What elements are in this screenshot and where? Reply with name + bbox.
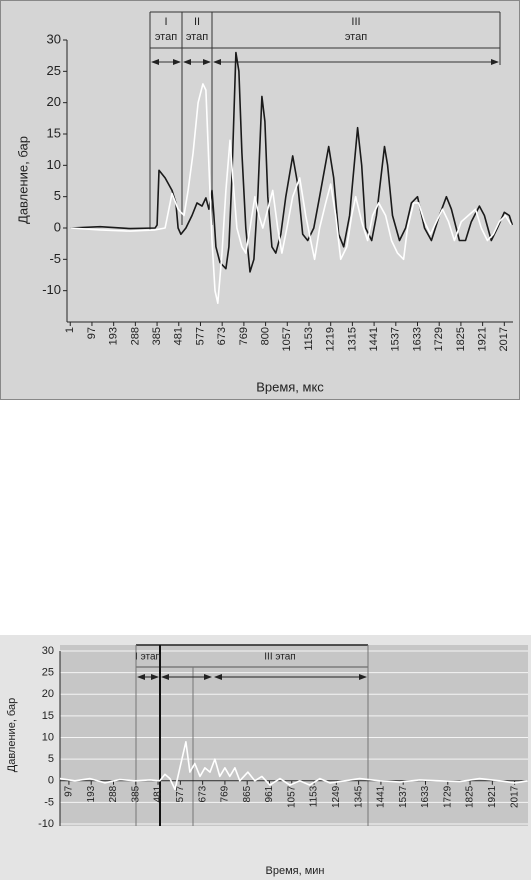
x-tick-label: 97 [86, 327, 98, 339]
x-tick-label: 2017 [509, 785, 520, 808]
y-tick-label: 20 [47, 94, 61, 109]
x-tick-label: 481 [153, 785, 164, 802]
stage-label: III [351, 16, 360, 28]
x-tick-label: 1441 [376, 785, 387, 808]
x-tick-label: 1825 [465, 785, 476, 808]
y-tick-label: 0 [54, 219, 61, 234]
y-tick-label: 30 [42, 645, 54, 657]
x-tick-label: 288 [129, 327, 141, 345]
x-tick-label: 1441 [368, 327, 380, 351]
x-tick-label: 1729 [442, 785, 453, 808]
y-tick-label: 25 [42, 667, 54, 679]
data-line [59, 741, 528, 791]
y-tick-label: 25 [47, 63, 61, 78]
y-tick-label: 15 [47, 125, 61, 140]
y-tick-label: -10 [38, 818, 54, 830]
x-axis-title: Время, мин [266, 865, 325, 877]
x-tick-label: 97 [64, 785, 75, 797]
y-tick-label: 15 [42, 710, 54, 722]
x-tick-label: 1249 [331, 785, 342, 808]
x-tick-label: 385 [130, 785, 141, 802]
x-tick-label: 577 [175, 785, 186, 802]
x-tick-label: 769 [238, 327, 250, 345]
x-axis-title: Время, мкс [256, 379, 324, 394]
stage-label: II [194, 16, 200, 28]
x-tick-label: 800 [259, 327, 271, 345]
y-tick-label: 30 [47, 31, 61, 46]
y-tick-label: 5 [48, 753, 54, 765]
x-tick-label: 1633 [420, 785, 431, 808]
x-tick-label: 1633 [411, 327, 423, 351]
x-tick-label: 385 [151, 327, 163, 345]
x-tick-label: 577 [194, 327, 206, 345]
x-tick-label: 193 [108, 327, 120, 345]
x-tick-label: 1219 [325, 327, 337, 351]
x-tick-label: 1537 [398, 785, 409, 808]
x-tick-label: 1315 [346, 327, 358, 351]
x-tick-label: 1153 [309, 785, 320, 807]
x-tick-label: 1057 [281, 327, 293, 351]
y-axis-title: Давление, бар [15, 136, 30, 224]
stage-label: III этап [264, 652, 295, 663]
y-tick-label: 0 [48, 775, 54, 787]
x-tick-label: 1729 [433, 327, 445, 351]
y-axis-title: Давление, бар [6, 698, 18, 772]
x-tick-label: 1921 [477, 327, 489, 351]
x-tick-label: 1153 [303, 327, 315, 351]
x-tick-label: 865 [242, 785, 253, 802]
x-tick-label: 673 [216, 327, 228, 345]
x-tick-label: 1921 [487, 785, 498, 808]
x-tick-label: 1537 [390, 327, 402, 351]
x-tick-label: 673 [197, 785, 208, 802]
x-tick-label: 193 [86, 785, 97, 802]
stage-label: этап [186, 31, 208, 43]
x-tick-label: 481 [173, 327, 185, 345]
x-tick-label: 1345 [353, 785, 364, 808]
x-tick-label: 1057 [286, 785, 297, 808]
y-tick-label: 10 [42, 731, 54, 743]
x-tick-label: 1825 [455, 327, 467, 351]
y-tick-label: -5 [44, 796, 54, 808]
panel-top [0, 0, 520, 400]
y-tick-label: -5 [49, 251, 61, 266]
stage-label: этап [155, 31, 177, 43]
x-tick-label: 288 [108, 785, 119, 802]
y-tick-label: -10 [42, 282, 61, 297]
x-tick-label: 2017 [498, 327, 510, 351]
stage-markers-bottom [135, 644, 369, 826]
y-tick-label: 10 [47, 157, 61, 172]
data-line [70, 83, 512, 304]
x-tick-label: 961 [264, 785, 275, 802]
stage-markers-top [149, 11, 501, 230]
y-tick-label: 5 [54, 188, 61, 203]
stage-label: I [164, 16, 167, 28]
y-tick-label: 20 [42, 688, 54, 700]
data-line [70, 51, 514, 273]
stage-label: этап [345, 31, 367, 43]
x-tick-label: 769 [220, 785, 231, 802]
stage-label: I этап [135, 652, 161, 663]
x-tick-label: 1 [64, 327, 76, 333]
